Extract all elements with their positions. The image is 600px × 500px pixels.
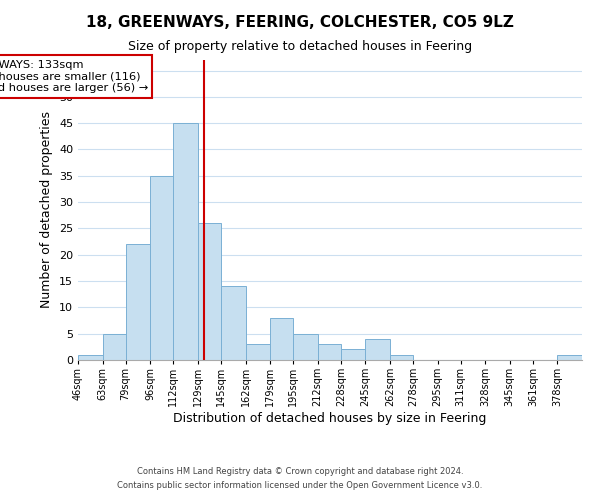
Text: Size of property relative to detached houses in Feering: Size of property relative to detached ho…: [128, 40, 472, 53]
X-axis label: Distribution of detached houses by size in Feering: Distribution of detached houses by size …: [173, 412, 487, 425]
Bar: [293, 334, 318, 360]
Bar: [341, 350, 365, 360]
Bar: [125, 244, 150, 360]
Bar: [390, 354, 413, 360]
Bar: [78, 354, 103, 360]
Bar: [365, 339, 390, 360]
Text: 18 GREENWAYS: 133sqm
← 66% of detached houses are smaller (116)
32% of semi-deta: 18 GREENWAYS: 133sqm ← 66% of detached h…: [0, 60, 148, 93]
Y-axis label: Number of detached properties: Number of detached properties: [40, 112, 53, 308]
Bar: [198, 223, 221, 360]
Text: 18, GREENWAYS, FEERING, COLCHESTER, CO5 9LZ: 18, GREENWAYS, FEERING, COLCHESTER, CO5 …: [86, 15, 514, 30]
Bar: [557, 354, 582, 360]
Bar: [318, 344, 341, 360]
Bar: [173, 123, 198, 360]
Bar: [103, 334, 125, 360]
Bar: [245, 344, 270, 360]
Bar: [221, 286, 245, 360]
Text: Contains HM Land Registry data © Crown copyright and database right 2024.
Contai: Contains HM Land Registry data © Crown c…: [118, 468, 482, 489]
Bar: [270, 318, 293, 360]
Bar: [150, 176, 173, 360]
